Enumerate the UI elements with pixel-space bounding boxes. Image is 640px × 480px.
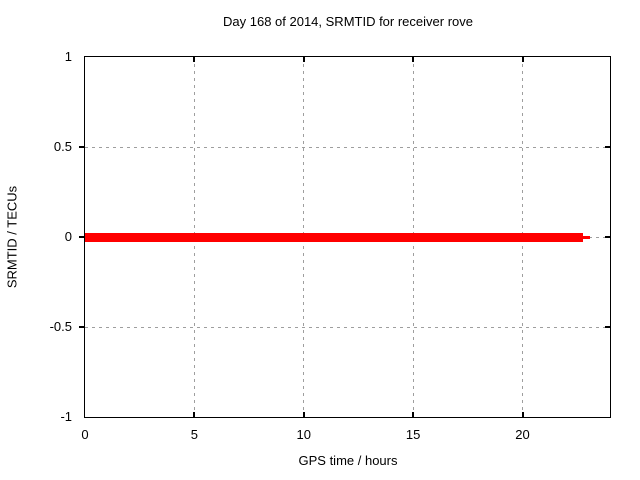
bottom-tick-mark	[521, 412, 524, 417]
x-tick-label: 10	[296, 427, 311, 442]
left-tick-mark	[79, 326, 84, 328]
top-tick-mark	[302, 57, 305, 62]
y-tick-label: -1	[60, 409, 72, 424]
data-line	[85, 232, 583, 242]
y-tick-label: -0.5	[49, 319, 72, 334]
x-axis-label: GPS time / hours	[298, 453, 398, 468]
right-tick-mark	[605, 146, 610, 148]
y-tick-label: 0	[64, 229, 72, 244]
plot-area	[84, 56, 611, 418]
left-tick-mark	[79, 236, 84, 238]
top-tick-mark	[412, 57, 415, 62]
y-tick-label: 0.5	[53, 139, 72, 154]
x-tick-label: 20	[515, 427, 530, 442]
bottom-tick-mark	[302, 412, 305, 417]
top-tick-mark	[521, 57, 524, 62]
x-tick-label: 15	[405, 427, 421, 442]
top-tick-mark	[193, 57, 196, 62]
y-gridline	[85, 146, 610, 148]
y-tick-label: 1	[64, 49, 72, 64]
data-line-end-cap	[582, 235, 590, 239]
x-tick-label: 0	[81, 427, 89, 442]
bottom-tick-mark	[193, 412, 196, 417]
right-tick-mark	[605, 236, 610, 238]
bottom-tick-mark	[412, 412, 415, 417]
left-tick-mark	[79, 146, 84, 148]
chart-title: Day 168 of 2014, SRMTID for receiver rov…	[223, 14, 473, 29]
x-tick-label: 5	[190, 427, 198, 442]
right-tick-mark	[605, 326, 610, 328]
y-gridline	[85, 326, 610, 328]
